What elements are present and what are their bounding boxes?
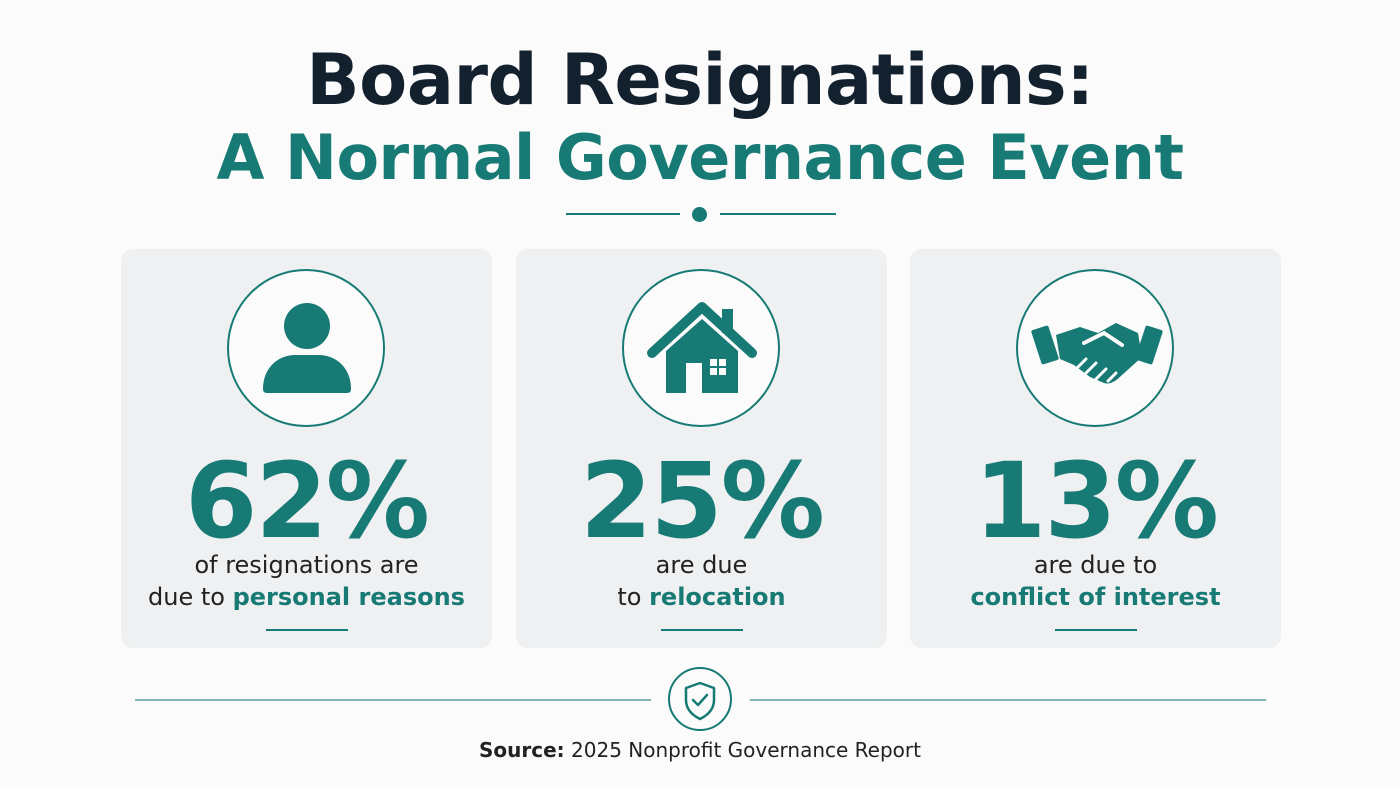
stat-desc-highlight: relocation: [649, 583, 786, 611]
stat-desc-highlight: conflict of interest: [970, 583, 1221, 611]
stat-desc-line2: due to personal reasons: [121, 581, 492, 613]
person-icon-badge: [227, 269, 385, 427]
house-icon: [647, 302, 757, 393]
stat-card-conflict: 13% are due to conflict of interest: [910, 249, 1281, 648]
source-text: 2025 Nonprofit Governance Report: [564, 738, 921, 762]
footer-right-line: [750, 699, 1266, 701]
stat-percent: 13%: [974, 440, 1219, 562]
handshake-icon: [1031, 323, 1163, 384]
stat-description: are due to conflict of interest: [910, 549, 1281, 613]
handshake-icon-badge: [1016, 269, 1174, 427]
footer-left-line: [135, 699, 651, 701]
stat-percent: 62%: [185, 440, 430, 562]
page-subtitle: A Normal Governance Event: [216, 121, 1184, 194]
stat-card-relocation: 25% are due to relocation: [516, 249, 887, 648]
stat-description: are due to relocation: [516, 549, 887, 613]
page-title: Board Resignations:: [306, 39, 1094, 121]
stat-desc-line1: of resignations are: [194, 551, 419, 579]
stat-description: of resignations are due to personal reas…: [121, 549, 492, 613]
stat-desc-line1: are due to: [1033, 551, 1158, 579]
stat-desc-line1: are due: [655, 551, 748, 579]
stat-card-personal: 62% of resignations are due to personal …: [121, 249, 492, 648]
stat-desc-prefix: due to: [148, 583, 233, 611]
stat-desc-line2: conflict of interest: [910, 581, 1281, 613]
person-icon: [263, 303, 351, 393]
source-citation: Source: 2025 Nonprofit Governance Report: [0, 737, 1400, 763]
divider-left-line: [566, 213, 680, 215]
house-icon-badge: [622, 269, 780, 427]
divider-dot: [692, 207, 707, 222]
card-underline: [266, 629, 348, 631]
stat-desc-highlight: personal reasons: [232, 583, 465, 611]
shield-check-icon: [684, 681, 716, 721]
title-divider: [0, 206, 1400, 222]
stat-percent: 25%: [580, 440, 825, 562]
card-underline: [661, 629, 743, 631]
stat-desc-line2: to relocation: [516, 581, 887, 613]
shield-badge: [668, 667, 732, 731]
card-underline: [1055, 629, 1137, 631]
divider-right-line: [720, 213, 836, 215]
source-label: Source:: [479, 738, 565, 762]
stat-desc-prefix: to: [617, 583, 650, 611]
